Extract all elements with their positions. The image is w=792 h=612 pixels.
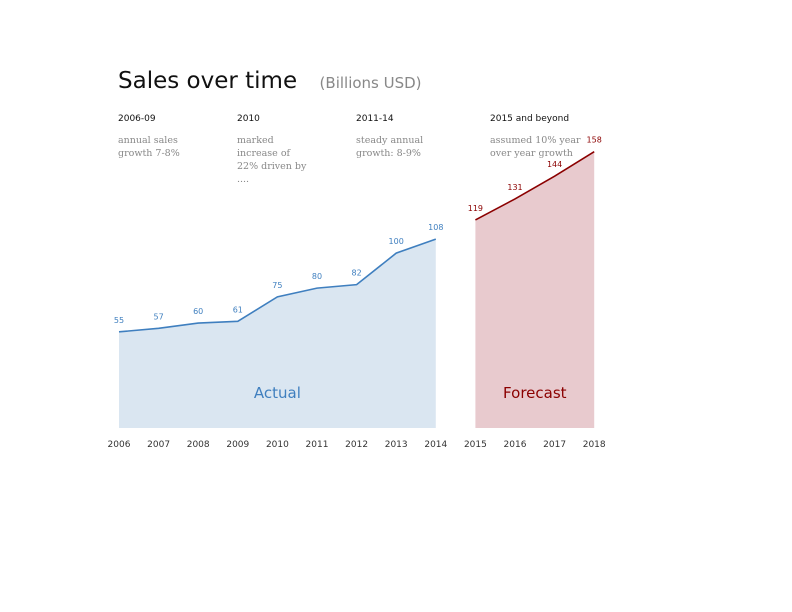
annotation-heading: 2010 — [237, 114, 260, 124]
annotation-text: steady annual growth: 8-9% — [356, 135, 424, 159]
x-tick-label: 2006 — [108, 440, 131, 450]
x-tick-label: 2014 — [424, 440, 447, 450]
annotation-text: annual sales growth 7-8% — [118, 135, 180, 159]
x-tick-label: 2009 — [226, 440, 249, 450]
annotation-heading: 2015 and beyond — [490, 114, 570, 124]
x-tick-label: 2007 — [147, 440, 170, 450]
x-tick-label: 2018 — [583, 440, 606, 450]
data-label: 119 — [468, 204, 483, 213]
data-label: 144 — [547, 160, 562, 169]
actual-series-label: Actual — [254, 384, 301, 402]
annotation-2010: 2010 marked increase of 22% driven by ..… — [237, 114, 367, 186]
data-label: 55 — [114, 316, 124, 325]
data-label: 57 — [154, 312, 164, 321]
data-label: 60 — [193, 307, 203, 316]
actual-area — [119, 239, 436, 428]
x-tick-label: 2015 — [464, 440, 487, 450]
x-tick-label: 2010 — [266, 440, 289, 450]
annotation-2011-14: 2011-14 steady annual growth: 8-9% — [356, 114, 486, 160]
data-label: 108 — [428, 223, 443, 232]
data-label: 158 — [587, 136, 602, 145]
chart-title-row: Sales over time (Billions USD) — [118, 68, 422, 94]
annotation-2015-and-beyond: 2015 and beyond assumed 10% year over ye… — [490, 114, 620, 160]
x-tick-label: 2013 — [385, 440, 408, 450]
data-label: 82 — [352, 269, 362, 278]
forecast-area — [475, 151, 595, 428]
annotation-text: assumed 10% year over year growth — [490, 135, 581, 159]
x-tick-label: 2017 — [543, 440, 566, 450]
annotation-text: marked increase of 22% driven by .... — [237, 135, 307, 185]
chart-title: Sales over time — [118, 68, 298, 94]
data-label: 131 — [507, 183, 522, 192]
data-label: 80 — [312, 272, 322, 281]
forecast-line — [475, 151, 595, 221]
x-tick-label: 2008 — [187, 440, 210, 450]
data-label: 61 — [233, 305, 243, 314]
x-tick-label: 2011 — [306, 440, 329, 450]
x-tick-label: 2016 — [504, 440, 527, 450]
data-label: 100 — [389, 237, 404, 246]
annotation-heading: 2011-14 — [356, 114, 394, 124]
forecast-series-label: Forecast — [503, 384, 567, 402]
annotation-heading: 2006-09 — [118, 114, 156, 124]
annotation-2006-09: 2006-09 annual sales growth 7-8% — [118, 114, 248, 160]
chart-subtitle: (Billions USD) — [319, 74, 422, 92]
x-tick-label: 2012 — [345, 440, 368, 450]
actual-line — [118, 238, 437, 333]
data-label: 75 — [272, 281, 282, 290]
